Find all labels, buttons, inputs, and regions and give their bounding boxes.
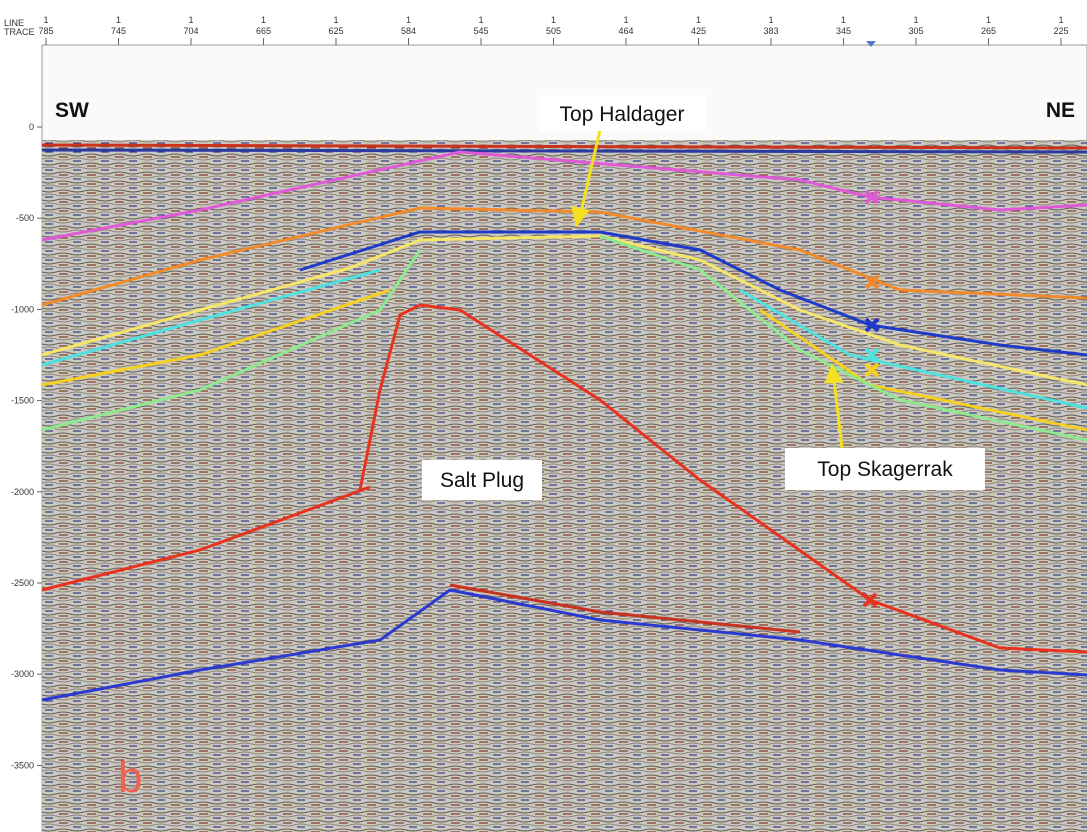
annotation: Top Skagerrak: [817, 458, 953, 481]
line-tick-label: 1: [43, 15, 48, 25]
trace-tick-label: 665: [256, 26, 271, 36]
direction-label: SW: [55, 99, 89, 122]
line-tick-label: 1: [551, 15, 556, 25]
trace-tick-label: 383: [763, 26, 778, 36]
line-tick-label: 1: [261, 15, 266, 25]
depth-tick-label: -1500: [11, 396, 34, 406]
line-tick-label: 1: [913, 15, 918, 25]
annotation: Top Haldager: [560, 103, 685, 126]
depth-tick-label: -1000: [11, 304, 34, 314]
line-tick-label: 1: [986, 15, 991, 25]
line-tick-label: 1: [768, 15, 773, 25]
depth-tick-label: -2000: [11, 487, 34, 497]
depth-tick-label: -2500: [11, 578, 34, 588]
depth-tick-label: -500: [16, 213, 34, 223]
trace-tick-label: 704: [183, 26, 198, 36]
trace-tick-label: 305: [908, 26, 923, 36]
line-tick-label: 1: [333, 15, 338, 25]
trace-tick-label: 425: [691, 26, 706, 36]
depth-tick-label: -3000: [11, 669, 34, 679]
line-tick-label: 1: [623, 15, 628, 25]
trace-tick-label: 265: [981, 26, 996, 36]
seismic-section: Top Haldager Top Skagerrak Salt Plug SW …: [0, 0, 1087, 832]
depth-tick-label: 0: [29, 122, 34, 132]
horizon: [42, 150, 1087, 152]
trace-tick-label: 225: [1053, 26, 1068, 36]
axis-label: TRACE: [4, 27, 35, 37]
trace-tick-label: 545: [473, 26, 488, 36]
line-tick-label: 1: [406, 15, 411, 25]
trace-tick-label: 584: [401, 26, 416, 36]
line-tick-label: 1: [188, 15, 193, 25]
depth-tick-label: -3500: [11, 760, 34, 770]
line-tick-label: 1: [1058, 15, 1063, 25]
page: Top Haldager Top Skagerrak Salt Plug SW …: [0, 0, 1087, 832]
trace-tick-label: 785: [38, 26, 53, 36]
panel-label: b: [118, 753, 142, 802]
direction-label: NE: [1046, 99, 1075, 122]
trace-tick-label: 345: [836, 26, 851, 36]
trace-tick-label: 625: [328, 26, 343, 36]
trace-tick-label: 464: [618, 26, 633, 36]
line-tick-label: 1: [841, 15, 846, 25]
annotation: Salt Plug: [440, 469, 524, 492]
trace-tick-label: 745: [111, 26, 126, 36]
line-tick-label: 1: [696, 15, 701, 25]
line-tick-label: 1: [478, 15, 483, 25]
trace-tick-label: 505: [546, 26, 561, 36]
line-tick-label: 1: [116, 15, 121, 25]
